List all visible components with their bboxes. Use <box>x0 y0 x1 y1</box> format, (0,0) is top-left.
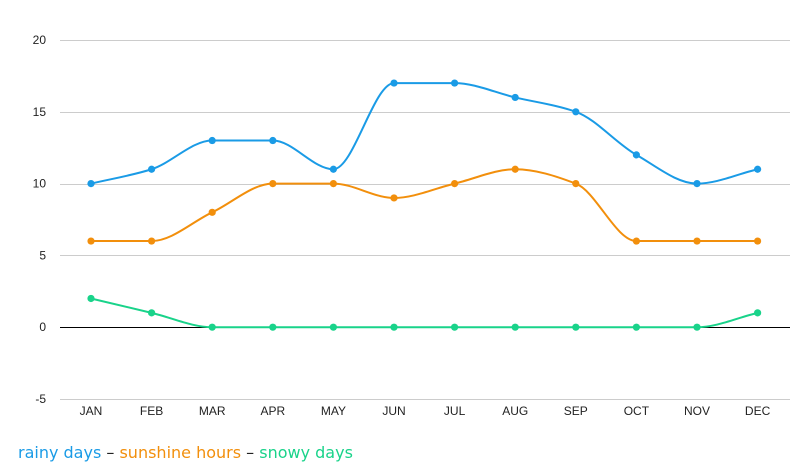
data-point-sunshine-hours <box>451 180 459 188</box>
data-point-snowy-days <box>511 323 519 331</box>
data-point-sunshine-hours <box>329 180 337 188</box>
data-point-snowy-days <box>572 323 580 331</box>
y-tick-label: 10 <box>33 177 47 191</box>
data-point-snowy-days <box>451 323 459 331</box>
x-tick-label: JUL <box>444 404 466 418</box>
legend: rainy days – sunshine hours – snowy days <box>18 443 353 462</box>
data-point-rainy-days <box>269 136 277 145</box>
data-point-sunshine-hours <box>572 180 580 188</box>
x-tick-label: JAN <box>80 404 103 418</box>
x-tick-label: DEC <box>745 404 771 418</box>
data-point-rainy-days <box>208 136 216 145</box>
legend-separator: – <box>101 443 120 462</box>
data-point-sunshine-hours <box>390 194 398 202</box>
x-tick-label: MAR <box>199 404 226 418</box>
data-point-rainy-days <box>572 108 580 116</box>
data-point-sunshine-hours <box>693 237 701 245</box>
series-line-rainy-days <box>90 82 758 185</box>
data-point-snowy-days <box>148 309 156 317</box>
data-point-rainy-days <box>87 180 95 188</box>
data-point-sunshine-hours <box>208 208 216 216</box>
data-point-snowy-days <box>87 294 95 303</box>
gridlines <box>60 40 790 400</box>
data-point-snowy-days <box>632 323 641 331</box>
x-tick-label: JUN <box>382 404 405 418</box>
x-tick-label: MAY <box>321 404 346 418</box>
x-axis-ticks: JAN FEB MAR APR MAY JUN JUL AUG SEP OCT NOV DEC <box>80 404 771 418</box>
legend-item-sunshine-hours: sunshine hours <box>119 443 242 462</box>
data-point-rainy-days <box>511 93 519 102</box>
series-line-sunshine-hours <box>90 168 758 243</box>
data-point-sunshine-hours <box>87 237 95 245</box>
data-point-rainy-days <box>329 165 337 173</box>
data-point-sunshine-hours <box>148 237 156 245</box>
data-point-rainy-days <box>390 79 398 87</box>
data-point-snowy-days <box>693 323 701 331</box>
y-tick-label: 0 <box>39 320 46 334</box>
data-point-rainy-days <box>148 165 156 173</box>
y-axis-ticks: -5 0 5 10 15 20 <box>33 33 47 406</box>
data-point-rainy-days <box>754 165 762 173</box>
data-point-snowy-days <box>269 323 277 331</box>
data-point-rainy-days <box>632 151 641 159</box>
series-points <box>87 79 762 331</box>
data-point-snowy-days <box>754 309 762 317</box>
data-point-snowy-days <box>329 323 337 331</box>
y-tick-label: 20 <box>33 33 47 47</box>
data-point-snowy-days <box>390 323 398 331</box>
y-tick-label: 5 <box>39 248 46 262</box>
x-tick-label: NOV <box>684 404 710 418</box>
x-tick-label: AUG <box>502 404 528 418</box>
data-point-rainy-days <box>451 79 459 87</box>
data-point-sunshine-hours <box>269 180 277 188</box>
series-line-snowy-days <box>90 297 758 329</box>
series-lines <box>90 82 758 329</box>
x-tick-label: FEB <box>140 404 163 418</box>
legend-separator: – <box>241 443 260 462</box>
x-tick-label: OCT <box>624 404 650 418</box>
x-tick-label: APR <box>260 404 285 418</box>
data-point-snowy-days <box>208 323 216 331</box>
legend-item-snowy-days: snowy days <box>259 443 353 462</box>
legend-item-rainy-days: rainy days <box>18 443 102 462</box>
data-point-sunshine-hours <box>511 165 519 173</box>
x-tick-label: SEP <box>564 404 588 418</box>
data-point-sunshine-hours <box>632 237 641 245</box>
data-point-rainy-days <box>693 180 701 188</box>
data-point-sunshine-hours <box>754 237 762 245</box>
y-tick-label: 15 <box>33 105 47 119</box>
y-tick-label: -5 <box>35 392 46 406</box>
